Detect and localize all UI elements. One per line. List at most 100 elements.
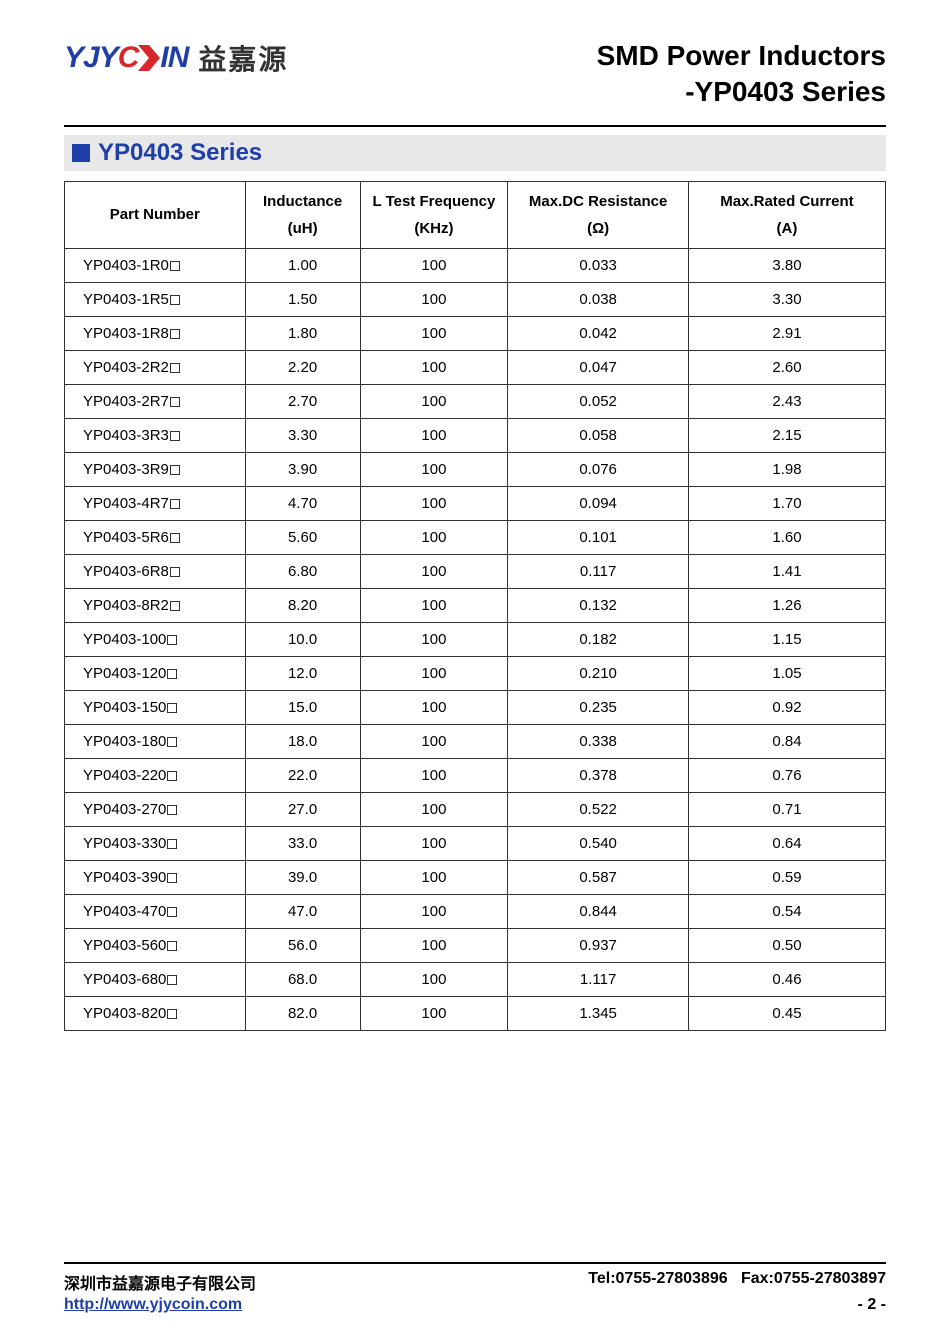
cell-value: 100	[360, 452, 508, 486]
cell-value: 100	[360, 554, 508, 588]
cell-value: 33.0	[245, 826, 360, 860]
cell-value: 2.15	[688, 418, 885, 452]
cell-value: 18.0	[245, 724, 360, 758]
cell-value: 100	[360, 350, 508, 384]
table-row: YP0403-8R28.201000.1321.26	[65, 588, 886, 622]
cell-value: 100	[360, 690, 508, 724]
th-unit: (uH)	[288, 220, 318, 237]
footer-fax: Fax:0755-27803897	[741, 1270, 886, 1287]
cell-part-number: YP0403-150	[65, 690, 246, 724]
cell-value: 2.91	[688, 316, 885, 350]
cell-value: 100	[360, 792, 508, 826]
cell-value: 1.05	[688, 656, 885, 690]
cell-value: 0.937	[508, 928, 689, 962]
cell-value: 1.26	[688, 588, 885, 622]
table-row: YP0403-5R65.601000.1011.60	[65, 520, 886, 554]
cell-part-number: YP0403-120	[65, 656, 246, 690]
cell-value: 100	[360, 758, 508, 792]
cell-part-number: YP0403-560	[65, 928, 246, 962]
th-current: Max.Rated Current (A)	[688, 181, 885, 248]
th-unit: (Ω)	[587, 220, 609, 237]
cell-part-number: YP0403-2R2	[65, 350, 246, 384]
cell-part-number: YP0403-390	[65, 860, 246, 894]
cell-value: 0.64	[688, 826, 885, 860]
cell-value: 47.0	[245, 894, 360, 928]
th-label: Inductance	[263, 193, 342, 210]
cell-value: 1.41	[688, 554, 885, 588]
page-header: YJYCIN 益嘉源 SMD Power Inductors -YP0403 S…	[64, 38, 886, 111]
th-inductance: Inductance (uH)	[245, 181, 360, 248]
cell-value: 0.033	[508, 248, 689, 282]
cell-value: 0.338	[508, 724, 689, 758]
footer-company: 深圳市益嘉源电子有限公司	[64, 1270, 256, 1294]
cell-value: 0.54	[688, 894, 885, 928]
table-row: YP0403-15015.01000.2350.92	[65, 690, 886, 724]
cell-value: 22.0	[245, 758, 360, 792]
spec-table: Part Number Inductance (uH) L Test Frequ…	[64, 181, 886, 1031]
table-row: YP0403-1R51.501000.0383.30	[65, 282, 886, 316]
cell-value: 100	[360, 486, 508, 520]
cell-value: 2.20	[245, 350, 360, 384]
cell-value: 100	[360, 316, 508, 350]
table-row: YP0403-2R72.701000.0522.43	[65, 384, 886, 418]
cell-value: 4.70	[245, 486, 360, 520]
table-head: Part Number Inductance (uH) L Test Frequ…	[65, 181, 886, 248]
table-row: YP0403-3R93.901000.0761.98	[65, 452, 886, 486]
cell-value: 0.71	[688, 792, 885, 826]
cell-part-number: YP0403-220	[65, 758, 246, 792]
table-row: YP0403-12012.01000.2101.05	[65, 656, 886, 690]
table-row: YP0403-2R22.201000.0472.60	[65, 350, 886, 384]
cell-part-number: YP0403-100	[65, 622, 246, 656]
cell-value: 12.0	[245, 656, 360, 690]
page-footer: 深圳市益嘉源电子有限公司 Tel:0755-27803896 Fax:0755-…	[64, 1262, 886, 1314]
cell-value: 1.98	[688, 452, 885, 486]
cell-value: 100	[360, 724, 508, 758]
cell-value: 1.70	[688, 486, 885, 520]
table-row: YP0403-39039.01000.5870.59	[65, 860, 886, 894]
cell-part-number: YP0403-2R7	[65, 384, 246, 418]
cell-part-number: YP0403-680	[65, 962, 246, 996]
cell-value: 0.235	[508, 690, 689, 724]
table-row: YP0403-27027.01000.5220.71	[65, 792, 886, 826]
cell-value: 2.60	[688, 350, 885, 384]
cell-value: 100	[360, 622, 508, 656]
cell-value: 6.80	[245, 554, 360, 588]
cell-part-number: YP0403-8R2	[65, 588, 246, 622]
cell-value: 0.101	[508, 520, 689, 554]
cell-value: 39.0	[245, 860, 360, 894]
cell-value: 0.076	[508, 452, 689, 486]
table-row: YP0403-22022.01000.3780.76	[65, 758, 886, 792]
table-row: YP0403-3R33.301000.0582.15	[65, 418, 886, 452]
cell-value: 56.0	[245, 928, 360, 962]
cell-part-number: YP0403-820	[65, 996, 246, 1030]
table-body: YP0403-1R01.001000.0333.80YP0403-1R51.50…	[65, 248, 886, 1030]
cell-part-number: YP0403-180	[65, 724, 246, 758]
cell-value: 100	[360, 928, 508, 962]
cell-part-number: YP0403-1R5	[65, 282, 246, 316]
table-row: YP0403-18018.01000.3380.84	[65, 724, 886, 758]
footer-url[interactable]: http://www.yjycoin.com	[64, 1296, 242, 1314]
th-label: Part Number	[110, 206, 200, 223]
cell-value: 0.058	[508, 418, 689, 452]
cell-value: 0.378	[508, 758, 689, 792]
cell-value: 15.0	[245, 690, 360, 724]
title-line1: SMD Power Inductors	[597, 38, 886, 74]
cell-value: 0.76	[688, 758, 885, 792]
section-title: YP0403 Series	[98, 139, 262, 167]
cell-value: 100	[360, 962, 508, 996]
cell-value: 0.052	[508, 384, 689, 418]
cell-value: 27.0	[245, 792, 360, 826]
th-unit: (A)	[777, 220, 798, 237]
cell-part-number: YP0403-1R0	[65, 248, 246, 282]
cell-value: 0.587	[508, 860, 689, 894]
cell-value: 100	[360, 384, 508, 418]
cell-value: 1.15	[688, 622, 885, 656]
th-part-number: Part Number	[65, 181, 246, 248]
table-row: YP0403-1R81.801000.0422.91	[65, 316, 886, 350]
cell-value: 0.038	[508, 282, 689, 316]
footer-contact: Tel:0755-27803896 Fax:0755-27803897	[588, 1270, 886, 1294]
cell-value: 0.84	[688, 724, 885, 758]
cell-value: 3.80	[688, 248, 885, 282]
table-row: YP0403-10010.01000.1821.15	[65, 622, 886, 656]
cell-value: 100	[360, 282, 508, 316]
